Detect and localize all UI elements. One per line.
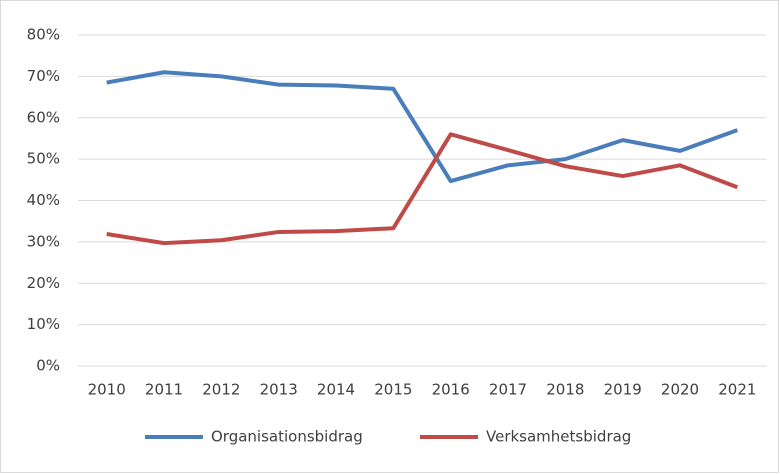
x-tick-label: 2019 xyxy=(604,381,642,399)
x-tick-label: 2017 xyxy=(489,381,527,399)
x-tick-label: 2015 xyxy=(374,381,412,399)
x-tick-label: 2018 xyxy=(546,381,584,399)
x-tick-label: 2021 xyxy=(718,381,756,399)
legend-label: Verksamhetsbidrag xyxy=(486,428,631,446)
y-tick-label: 70% xyxy=(27,67,60,85)
y-tick-label: 30% xyxy=(27,232,60,250)
x-tick-label: 2013 xyxy=(260,381,298,399)
y-tick-label: 80% xyxy=(27,26,60,44)
x-tick-label: 2011 xyxy=(145,381,183,399)
x-tick-label: 2010 xyxy=(88,381,126,399)
x-tick-label: 2014 xyxy=(317,381,355,399)
y-tick-label: 0% xyxy=(36,357,60,375)
y-tick-label: 50% xyxy=(27,150,60,168)
series-line xyxy=(106,132,739,246)
y-tick-label: 60% xyxy=(27,108,60,126)
y-tick-label: 40% xyxy=(27,191,60,209)
y-tick-label: 20% xyxy=(27,274,60,292)
legend-label: Organisationsbidrag xyxy=(211,428,363,446)
x-tick-label: 2016 xyxy=(432,381,470,399)
y-tick-label: 10% xyxy=(27,315,60,333)
x-tick-label: 2012 xyxy=(202,381,240,399)
series-line xyxy=(106,70,739,184)
x-tick-label: 2020 xyxy=(661,381,699,399)
